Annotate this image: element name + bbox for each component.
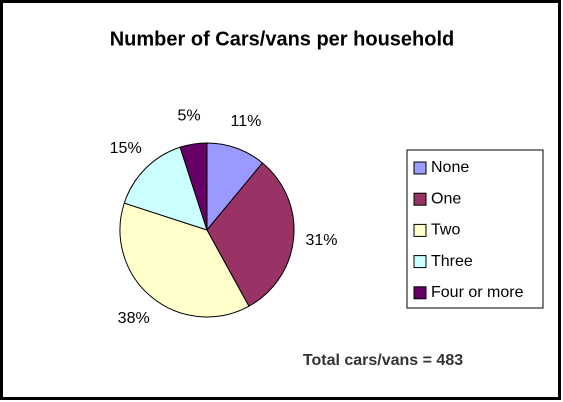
legend-swatch (413, 255, 427, 269)
data-label: 38% (118, 310, 150, 327)
pie-slice (179, 142, 208, 231)
legend-swatch (413, 286, 427, 300)
data-label: 11% (231, 113, 262, 130)
legend-box (406, 149, 544, 309)
legend-label: None (431, 159, 469, 176)
data-label: 31% (305, 232, 337, 249)
data-label: 15% (110, 140, 142, 157)
legend-label: Three (431, 253, 473, 270)
pie-slice (206, 162, 295, 307)
legend-swatch (413, 192, 427, 206)
legend-label: Four or more (431, 284, 524, 301)
legend-swatch (413, 223, 427, 237)
data-label: 5% (177, 108, 200, 125)
pie-slice (119, 202, 250, 318)
legend-swatch (413, 161, 427, 175)
annotation: Total cars/vans = 483 (303, 352, 463, 369)
chart-title: Number of Cars/vans per household (110, 28, 455, 50)
legend-label: Two (431, 222, 460, 239)
legend-label: One (431, 190, 461, 207)
